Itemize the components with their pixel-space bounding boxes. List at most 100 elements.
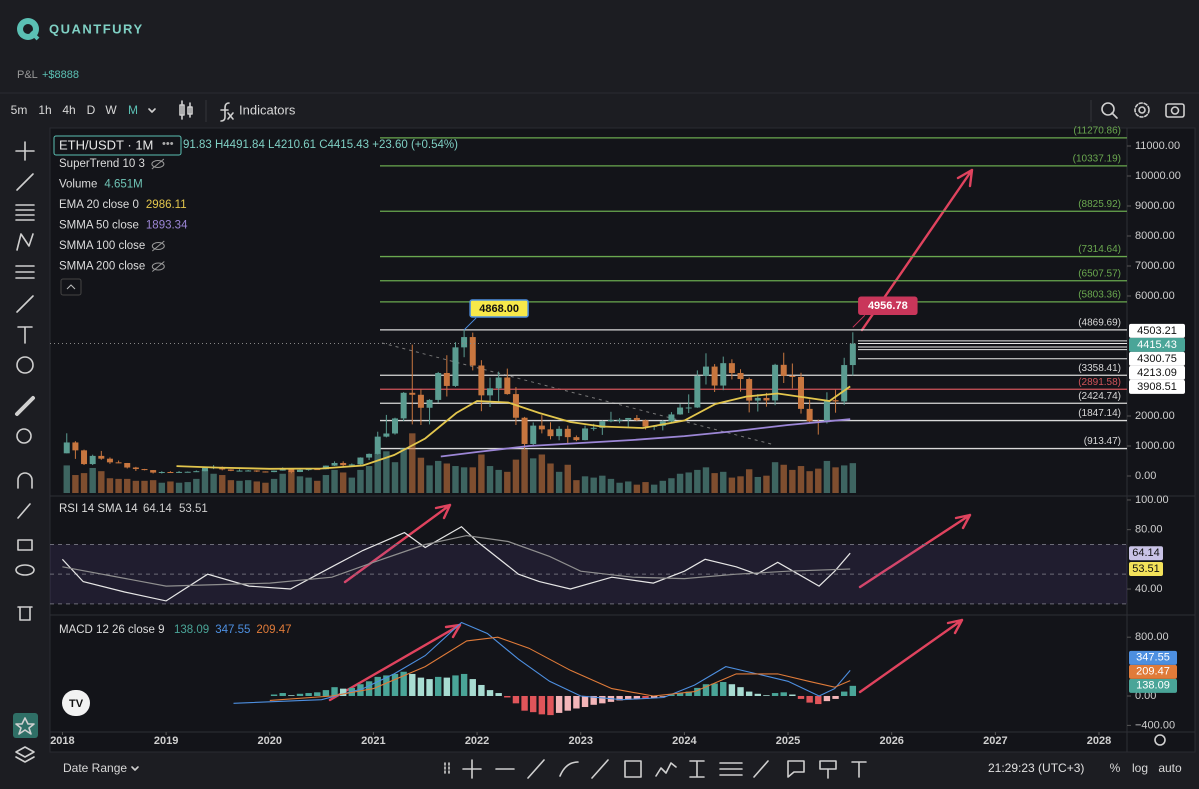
zoom-tool[interactable] [16, 428, 32, 444]
histogram-bar [694, 687, 701, 696]
histogram-bar [590, 695, 597, 705]
date-range[interactable]: Date Range [63, 761, 127, 775]
hide-tool[interactable] [15, 564, 35, 576]
x-tick-label: 2024 [672, 735, 697, 747]
volume-bar [426, 465, 433, 493]
auto-toggle[interactable]: auto [1158, 761, 1182, 775]
emoji-tool[interactable] [16, 356, 34, 374]
y-tick-label: 40.00 [1135, 583, 1163, 595]
histogram-bar [650, 695, 658, 699]
volume-bar [486, 466, 494, 493]
histogram-bar [443, 677, 451, 696]
indicators-button[interactable]: Indicators [239, 102, 296, 117]
settings-button[interactable] [1134, 102, 1150, 118]
candle-body [564, 428, 571, 438]
candle-body [521, 417, 528, 444]
fib-label: (10337.19) [1073, 154, 1121, 165]
volume-bar [694, 469, 701, 493]
candle-body [296, 469, 303, 473]
candle-body [89, 455, 96, 465]
candle-body [236, 470, 243, 472]
percent-toggle[interactable]: % [1110, 761, 1121, 775]
candle-layer [63, 329, 856, 474]
price-tag-label: 4213.09 [1137, 367, 1177, 379]
volume-bar [89, 467, 96, 493]
interval[interactable]: 5m [11, 103, 28, 117]
indicator-value: 2986.11 [146, 199, 187, 211]
volume-bar [806, 471, 813, 493]
interval-menu[interactable] [148, 108, 156, 113]
search-button[interactable] [1101, 102, 1118, 119]
histogram-bar [512, 695, 520, 704]
histogram-bar [486, 690, 494, 696]
volume-bar [158, 482, 165, 493]
interval[interactable]: W [105, 103, 117, 117]
volume-bar [840, 465, 848, 493]
volume-bar [495, 469, 502, 493]
volume-bar [106, 478, 114, 493]
value-tag-label: 347.55 [1136, 652, 1170, 664]
volume-bar [253, 481, 260, 493]
volume-bar [478, 454, 485, 493]
volume-bar [115, 478, 122, 493]
candle-body [331, 462, 338, 466]
callout-box [858, 296, 918, 316]
value-tag [1129, 650, 1177, 665]
candle-body [115, 462, 122, 464]
line-tool[interactable] [16, 173, 34, 191]
lock-tool[interactable] [17, 539, 33, 551]
interval[interactable]: D [87, 103, 96, 117]
histogram-bar [702, 684, 710, 696]
delete-tool[interactable] [17, 606, 33, 621]
histogram-bar [564, 695, 571, 711]
indicator-name: SMMA 200 close [59, 261, 145, 273]
date-range-menu[interactable] [131, 766, 139, 771]
interval[interactable]: 1h [38, 103, 51, 117]
pattern-tool[interactable] [16, 233, 34, 251]
x-tick-label: 2023 [568, 735, 592, 747]
indicators-icon[interactable] [220, 102, 234, 122]
interval[interactable]: 4h [62, 103, 75, 117]
candle-body [417, 394, 424, 408]
histogram-bar [745, 691, 753, 696]
candle-body [279, 469, 286, 471]
candle-body [383, 433, 390, 437]
axis-settings[interactable] [1154, 734, 1166, 746]
crosshair-tool[interactable] [15, 141, 35, 161]
layers-button[interactable] [15, 746, 35, 763]
volume-bar [201, 469, 209, 493]
candle-body [607, 419, 614, 422]
measure-tool[interactable] [15, 396, 35, 416]
draw-mode[interactable] [17, 503, 31, 519]
histogram-bar [849, 685, 857, 696]
volume-bar [745, 469, 753, 493]
log-toggle[interactable]: log [1132, 761, 1148, 775]
volume-bar [460, 467, 468, 493]
fib-label: (8825.92) [1078, 199, 1121, 210]
volume-bar [279, 473, 286, 493]
volume-bar [633, 484, 641, 493]
chart-type-button[interactable] [179, 100, 193, 120]
magnet-tool[interactable] [17, 472, 33, 489]
x-tick-label: 2025 [776, 735, 800, 747]
interval-active[interactable]: M [128, 103, 138, 117]
volume-bar [141, 480, 148, 493]
candle-body [409, 392, 416, 395]
candle-body [253, 470, 260, 472]
brush-tool[interactable] [16, 295, 34, 313]
projection-tool[interactable] [15, 265, 35, 279]
value-tag-label: 209.47 [1136, 666, 1170, 678]
histogram-bar [339, 688, 347, 696]
x-tick-label: 2022 [465, 735, 489, 747]
volume-bar [357, 469, 364, 493]
volume-bar [607, 478, 615, 493]
candle-body [772, 364, 779, 401]
snapshot-button[interactable] [1165, 103, 1185, 118]
text-tool[interactable] [17, 326, 33, 344]
pnl-value: +$8888 [42, 69, 79, 81]
value-tag [1129, 546, 1163, 561]
fib-tool[interactable] [15, 204, 35, 221]
collapse-icon [66, 284, 76, 290]
